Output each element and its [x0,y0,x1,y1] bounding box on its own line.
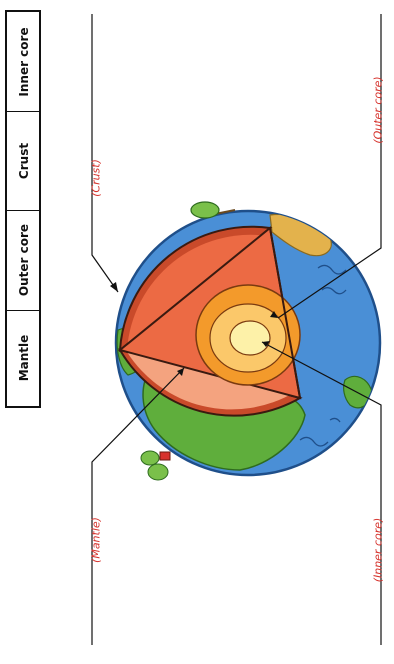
label-crust: (Crust) [89,159,103,197]
leader-line-mantle [91,367,185,645]
leader-lines [91,14,382,645]
label-mantle: (Mantle) [89,517,103,563]
tree-decoration-top [190,201,236,219]
word-bank-divider [7,111,41,112]
leader-line-outer-core [277,14,382,319]
word-bank: Inner core Crust Outer core Mantle [5,10,41,408]
wedge-mantle-bottom [127,352,295,410]
inner-core [229,320,271,356]
leader-line-crust [91,14,119,293]
label-outer-core: (Outer core) [371,76,385,144]
leader-line-inner-core [261,341,382,645]
word-bank-divider [7,210,41,211]
word-bank-divider [7,310,41,311]
label-inner-core: (Inner core) [371,517,385,583]
house-decoration [140,450,171,481]
arrowheads [110,282,278,376]
cloud-swirls [299,264,347,447]
